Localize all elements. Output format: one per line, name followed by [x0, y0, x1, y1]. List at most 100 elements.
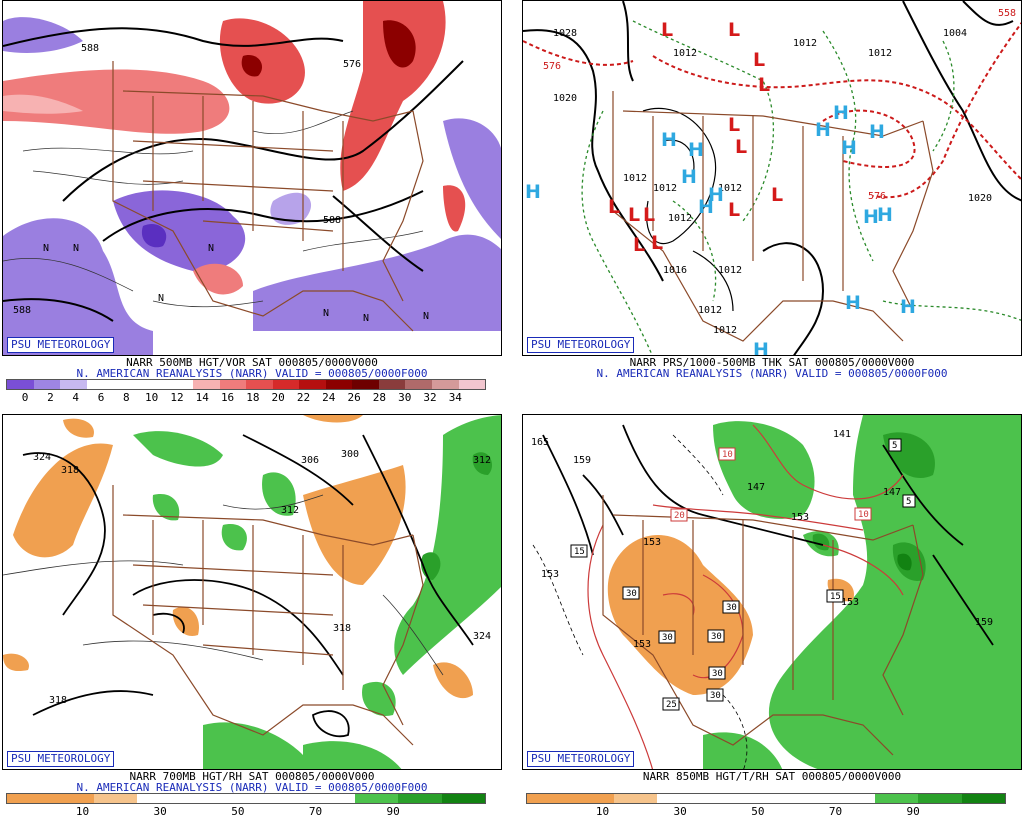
map-850mb: 165 159 141 147 153 153 153 159 153 147 …	[522, 414, 1022, 770]
colorbar-tick-label: 24	[322, 391, 336, 404]
temp-box-30-c: 30	[658, 630, 676, 644]
label-165: 165	[531, 437, 549, 448]
colorbar-swatch	[93, 794, 138, 803]
colorbar-swatch	[700, 794, 745, 803]
colorbar-rh-850	[526, 793, 1006, 804]
caption-valid-3: N. AMERICAN REANALYSIS (NARR) VALID = 00…	[76, 781, 428, 794]
colorbar-tick-label: 34	[448, 391, 462, 404]
label-576-b: 576	[868, 191, 886, 202]
label-300: 300	[341, 449, 359, 460]
label-1004: 1004	[943, 28, 967, 39]
colorbar-swatch	[432, 380, 459, 389]
label-n1: N	[43, 243, 49, 254]
caption-valid-1: N. AMERICAN REANALYSIS (NARR) VALID = 00…	[76, 367, 428, 380]
colorbar-tick-label: 6	[97, 391, 105, 404]
colorbar-swatch	[86, 380, 114, 389]
colorbar-swatch	[137, 794, 181, 803]
colorbar-swatch	[60, 380, 87, 389]
caption-title-3: NARR 700MB HGT/RH SAT 000805/0000V000	[129, 770, 375, 783]
panel-850mb-temp-rh: 165 159 141 147 153 153 153 159 153 147 …	[522, 414, 1022, 819]
svg-text:30: 30	[662, 633, 673, 643]
label-1012-h: 1012	[718, 265, 742, 276]
low-marker-6: L	[735, 136, 747, 158]
high-marker-8: H	[815, 119, 831, 141]
label-1012-a: 1012	[673, 48, 697, 59]
colorbar-tick-label: 2	[47, 391, 54, 404]
label-159-a: 159	[573, 455, 591, 466]
label-n5: N	[363, 313, 369, 324]
label-312-a: 312	[473, 455, 491, 466]
label-318-b: 318	[333, 623, 351, 634]
high-marker-9: H	[841, 137, 857, 159]
high-marker-13: H	[845, 292, 861, 314]
colorbar-swatch	[441, 794, 485, 803]
colorbar-tick-label: 30	[398, 391, 412, 404]
low-marker-10: L	[628, 204, 640, 226]
colorbar-swatch	[657, 794, 701, 803]
svg-text:5: 5	[892, 441, 897, 451]
colorbar-tick-label: 22	[296, 391, 311, 404]
temp-box-30-b: 30	[722, 600, 740, 614]
label-159-b: 159	[975, 617, 993, 628]
svg-text:10: 10	[858, 510, 869, 520]
high-marker-12: H	[877, 204, 893, 226]
svg-text:30: 30	[710, 691, 721, 701]
svg-text:30: 30	[726, 603, 737, 613]
low-marker-9: L	[608, 196, 620, 218]
colorbar-swatch	[299, 380, 326, 389]
svg-text:30: 30	[712, 669, 723, 679]
temp-box-5-a: 5	[888, 438, 902, 452]
temp-box-15-b: 15	[826, 589, 844, 603]
colorbar-swatch	[458, 380, 486, 389]
colorbar-tick-label: 16	[220, 391, 235, 404]
svg-text:25: 25	[666, 700, 677, 710]
colorbar-tick-label: 18	[246, 391, 260, 404]
low-marker-8: L	[728, 199, 740, 221]
svg-text:20: 20	[674, 511, 685, 521]
label-324-a: 324	[33, 452, 51, 463]
colorbar-tick-label: 20	[271, 391, 285, 404]
colorbar-ticks-rh-850: 10 30 50 70 90	[526, 805, 1004, 818]
label-318-c: 318	[49, 695, 67, 706]
caption-title-1: NARR 500MB HGT/VOR SAT 000805/0000V000	[126, 356, 378, 369]
label-1020-a: 1020	[553, 93, 577, 104]
psu-badge-4: PSU METEOROLOGY	[527, 751, 635, 767]
label-n6: N	[423, 311, 429, 322]
high-marker-10: H	[869, 121, 885, 143]
low-marker-3: L	[753, 49, 765, 71]
caption-title-2: NARR PRS/1000-500MB THK SAT 000805/0000V…	[629, 356, 915, 369]
colorbar-tick-label: 30	[673, 805, 687, 818]
colorbar-swatch	[33, 380, 61, 389]
colorbar-swatch	[378, 380, 406, 389]
colorbar-swatch	[311, 794, 355, 803]
colorbar-swatch	[50, 794, 94, 803]
label-147-a: 147	[747, 482, 765, 493]
colorbar-tick-label: 50	[231, 805, 245, 818]
temp-box-30-e: 30	[708, 666, 726, 680]
low-marker-4: L	[758, 74, 770, 96]
colorbar-ticks-rh-700: 10 30 50 70 90	[6, 805, 484, 818]
label-1012-c: 1012	[868, 48, 892, 59]
temp-box-30-d: 30	[707, 629, 725, 643]
colorbar-swatch	[325, 380, 353, 389]
label-153-c: 153	[541, 569, 559, 580]
label-1016: 1016	[663, 265, 687, 276]
colorbar-tick-label: 12	[170, 391, 184, 404]
label-1020-b: 1020	[968, 193, 992, 204]
colorbar-tick-label: 8	[123, 391, 130, 404]
label-n3: N	[208, 243, 214, 254]
low-marker-12: L	[633, 234, 645, 256]
high-marker-6: H	[698, 196, 714, 218]
map-pressure: 1028 1012 1012 1012 1004 1020 1012 1012 …	[522, 0, 1022, 356]
label-153-b: 153	[643, 537, 661, 548]
psu-badge-3: PSU METEOROLOGY	[7, 751, 115, 767]
low-marker-1: L	[661, 19, 673, 41]
colorbar-tick-label: 50	[751, 805, 765, 818]
colorbar-vorticity	[6, 379, 486, 390]
low-marker-2: L	[728, 19, 740, 41]
high-marker-2: H	[661, 129, 677, 151]
colorbar-tick-label: 10	[75, 805, 90, 818]
colorbar-rh-700	[6, 793, 486, 804]
colorbar-tick-label: 14	[195, 391, 209, 404]
low-marker-7: L	[771, 184, 783, 206]
